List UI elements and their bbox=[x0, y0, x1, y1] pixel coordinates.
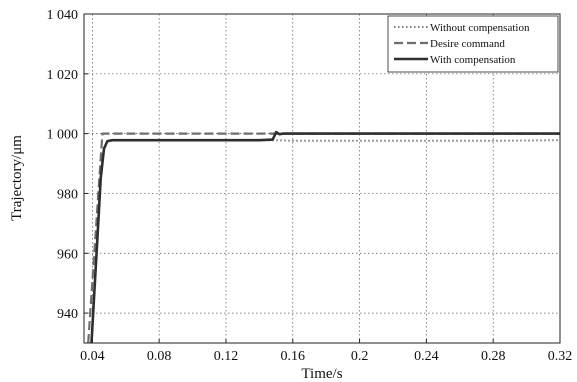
legend-box bbox=[387, 15, 559, 73]
y-tick-label: 1 020 bbox=[47, 68, 79, 83]
x-tick-label: 0.16 bbox=[281, 349, 306, 364]
x-tick-label: 0.08 bbox=[147, 349, 172, 364]
legend: Without compensation Desire command With c… bbox=[387, 15, 559, 73]
y-tick-label: 1 040 bbox=[47, 8, 79, 23]
x-tick-label: 0.28 bbox=[481, 349, 506, 364]
series-line-with-compensation bbox=[90, 130, 560, 343]
plot-frame bbox=[83, 13, 561, 344]
ticks: 0.04 0.08 0.12 0.16 0.2 0.24 0.28 0.32 940 960 980… bbox=[47, 8, 573, 364]
x-tick-label: 0.04 bbox=[80, 349, 105, 364]
y-axis-label: Trajectory/μm bbox=[9, 135, 25, 221]
x-axis-label: Time/s bbox=[301, 366, 342, 382]
y-tick-label: 1 000 bbox=[47, 128, 79, 143]
legend-label: With compensation bbox=[430, 54, 516, 66]
y-tick-label: 960 bbox=[57, 247, 78, 262]
x-tick-label: 0.24 bbox=[414, 349, 439, 364]
x-tick-label: 0.12 bbox=[214, 349, 239, 364]
y-tick-label: 980 bbox=[57, 187, 78, 202]
legend-label: Desire command bbox=[430, 38, 505, 50]
series-layer bbox=[87, 130, 560, 343]
legend-label: Without compensation bbox=[430, 22, 530, 34]
x-tick-label: 0.2 bbox=[351, 349, 369, 364]
y-tick-label: 940 bbox=[57, 307, 78, 322]
x-tick-label: 0.32 bbox=[548, 349, 573, 364]
